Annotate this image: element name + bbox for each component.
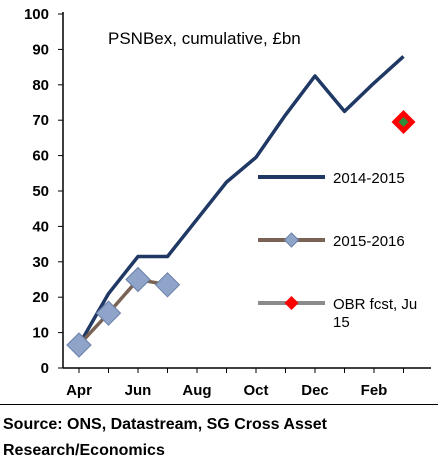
y-tick-label: 10 bbox=[32, 325, 49, 342]
axes: 0 10 20 30 40 50 60 70 80 90 100 Apr Jun Aug Oct Dec Feb bbox=[24, 6, 431, 399]
y-tick-label: 30 bbox=[32, 254, 49, 271]
series-lines bbox=[77, 55, 405, 347]
x-tick-label: Aug bbox=[182, 382, 211, 399]
x-tick-label: Apr bbox=[66, 382, 92, 399]
y-tick-label: 80 bbox=[32, 77, 49, 94]
y-tick-label: 90 bbox=[32, 41, 49, 58]
series-marker-1 bbox=[125, 266, 151, 293]
x-tick-label: Jun bbox=[125, 382, 152, 399]
series-marker-1 bbox=[95, 300, 122, 326]
y-tick-label: 0 bbox=[41, 360, 49, 377]
x-tick-label: Feb bbox=[361, 382, 388, 399]
series-markers bbox=[66, 109, 416, 358]
y-tick-label: 20 bbox=[32, 289, 49, 306]
chart: 0 10 20 30 40 50 60 70 80 90 100 Apr Jun Aug Oct Dec Feb… bbox=[24, 6, 431, 399]
y-tick-label: 40 bbox=[32, 218, 49, 235]
legend-marker-2 bbox=[284, 296, 299, 310]
y-tick-label: 100 bbox=[24, 6, 49, 23]
legend-label: 2014-2015 bbox=[333, 170, 405, 187]
y-tick-label: 60 bbox=[32, 148, 49, 165]
source-note: Source: ONS, Datastream, SG Cross Asset … bbox=[3, 416, 327, 459]
series-line-0 bbox=[77, 55, 405, 346]
series-line-1 bbox=[77, 277, 168, 347]
chart-title: PSNBex, cumulative, £bn bbox=[108, 29, 301, 48]
series-marker-1 bbox=[154, 272, 181, 298]
x-tick-label: Oct bbox=[243, 382, 268, 399]
footer-divider bbox=[0, 404, 438, 405]
legend-label: 15 bbox=[333, 314, 350, 331]
legend-label: 2015-2016 bbox=[333, 233, 405, 250]
obr-marker-inner bbox=[398, 116, 409, 127]
y-tick-label: 50 bbox=[32, 183, 49, 200]
series-marker-1 bbox=[66, 332, 92, 358]
legend-label: OBR fcst, Ju bbox=[333, 296, 417, 313]
legend-marker-1 bbox=[283, 232, 300, 248]
y-tick-label: 70 bbox=[32, 112, 49, 129]
x-tick-label: Dec bbox=[301, 382, 329, 399]
